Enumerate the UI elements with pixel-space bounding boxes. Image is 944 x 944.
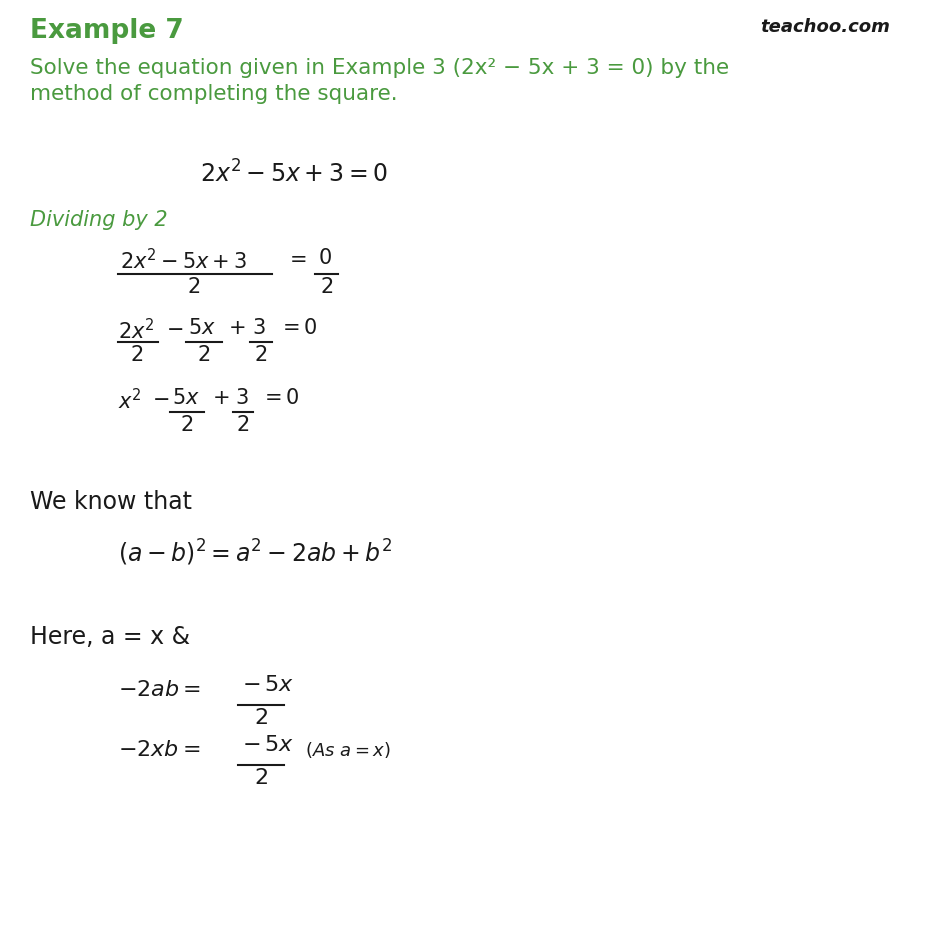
Text: $2$: $2$ <box>187 277 200 296</box>
Text: $-$: $-$ <box>166 318 183 338</box>
Text: $0$: $0$ <box>318 247 331 268</box>
Text: $3$: $3$ <box>252 318 265 338</box>
Text: Dividing by 2: Dividing by 2 <box>30 210 167 229</box>
Text: $- 2xb =$: $- 2xb =$ <box>118 739 200 759</box>
Text: $- 2ab =$: $- 2ab =$ <box>118 680 201 700</box>
Text: $3$: $3$ <box>235 388 248 408</box>
Text: $5x$: $5x$ <box>188 318 215 338</box>
Text: $2$: $2$ <box>236 414 249 434</box>
Text: $2$: $2$ <box>196 345 210 364</box>
Text: $2$: $2$ <box>179 414 193 434</box>
Text: $2$: $2$ <box>254 767 267 787</box>
Text: $(As\ a = x)$: $(As\ a = x)$ <box>305 739 391 759</box>
Text: $2x^2$: $2x^2$ <box>118 318 154 343</box>
Text: $2x^2 - 5x + 3 = 0$: $2x^2 - 5x + 3 = 0$ <box>200 160 387 187</box>
Text: $2$: $2$ <box>254 345 267 364</box>
Text: $2$: $2$ <box>254 707 267 727</box>
Text: $-\,5x$: $-\,5x$ <box>242 734 294 754</box>
Text: $= 0$: $= 0$ <box>260 388 299 408</box>
Text: teachoo.com: teachoo.com <box>759 18 889 36</box>
Text: Example 7: Example 7 <box>30 18 183 44</box>
Text: $5x$: $5x$ <box>172 388 199 408</box>
Text: $2$: $2$ <box>130 345 143 364</box>
Text: $(a - b)^2 = a^2 - 2ab + b^2$: $(a - b)^2 = a^2 - 2ab + b^2$ <box>118 537 392 567</box>
Text: We know that: We know that <box>30 490 192 514</box>
Text: $=$: $=$ <box>285 247 306 268</box>
Text: $2$: $2$ <box>320 277 333 296</box>
Text: $-\,5x$: $-\,5x$ <box>242 674 294 694</box>
Text: $= 0$: $= 0$ <box>278 318 317 338</box>
Text: $+$: $+$ <box>228 318 245 338</box>
Text: Here, a = x &: Here, a = x & <box>30 624 190 649</box>
Text: $-$: $-$ <box>152 388 169 408</box>
Text: $x^2$: $x^2$ <box>118 388 142 413</box>
Text: Solve the equation given in Example 3 (2x² − 5x + 3 = 0) by the: Solve the equation given in Example 3 (2… <box>30 58 729 78</box>
Text: $2x^2 - 5x + 3$: $2x^2 - 5x + 3$ <box>120 247 246 273</box>
Text: $+$: $+$ <box>211 388 229 408</box>
Text: method of completing the square.: method of completing the square. <box>30 84 397 104</box>
